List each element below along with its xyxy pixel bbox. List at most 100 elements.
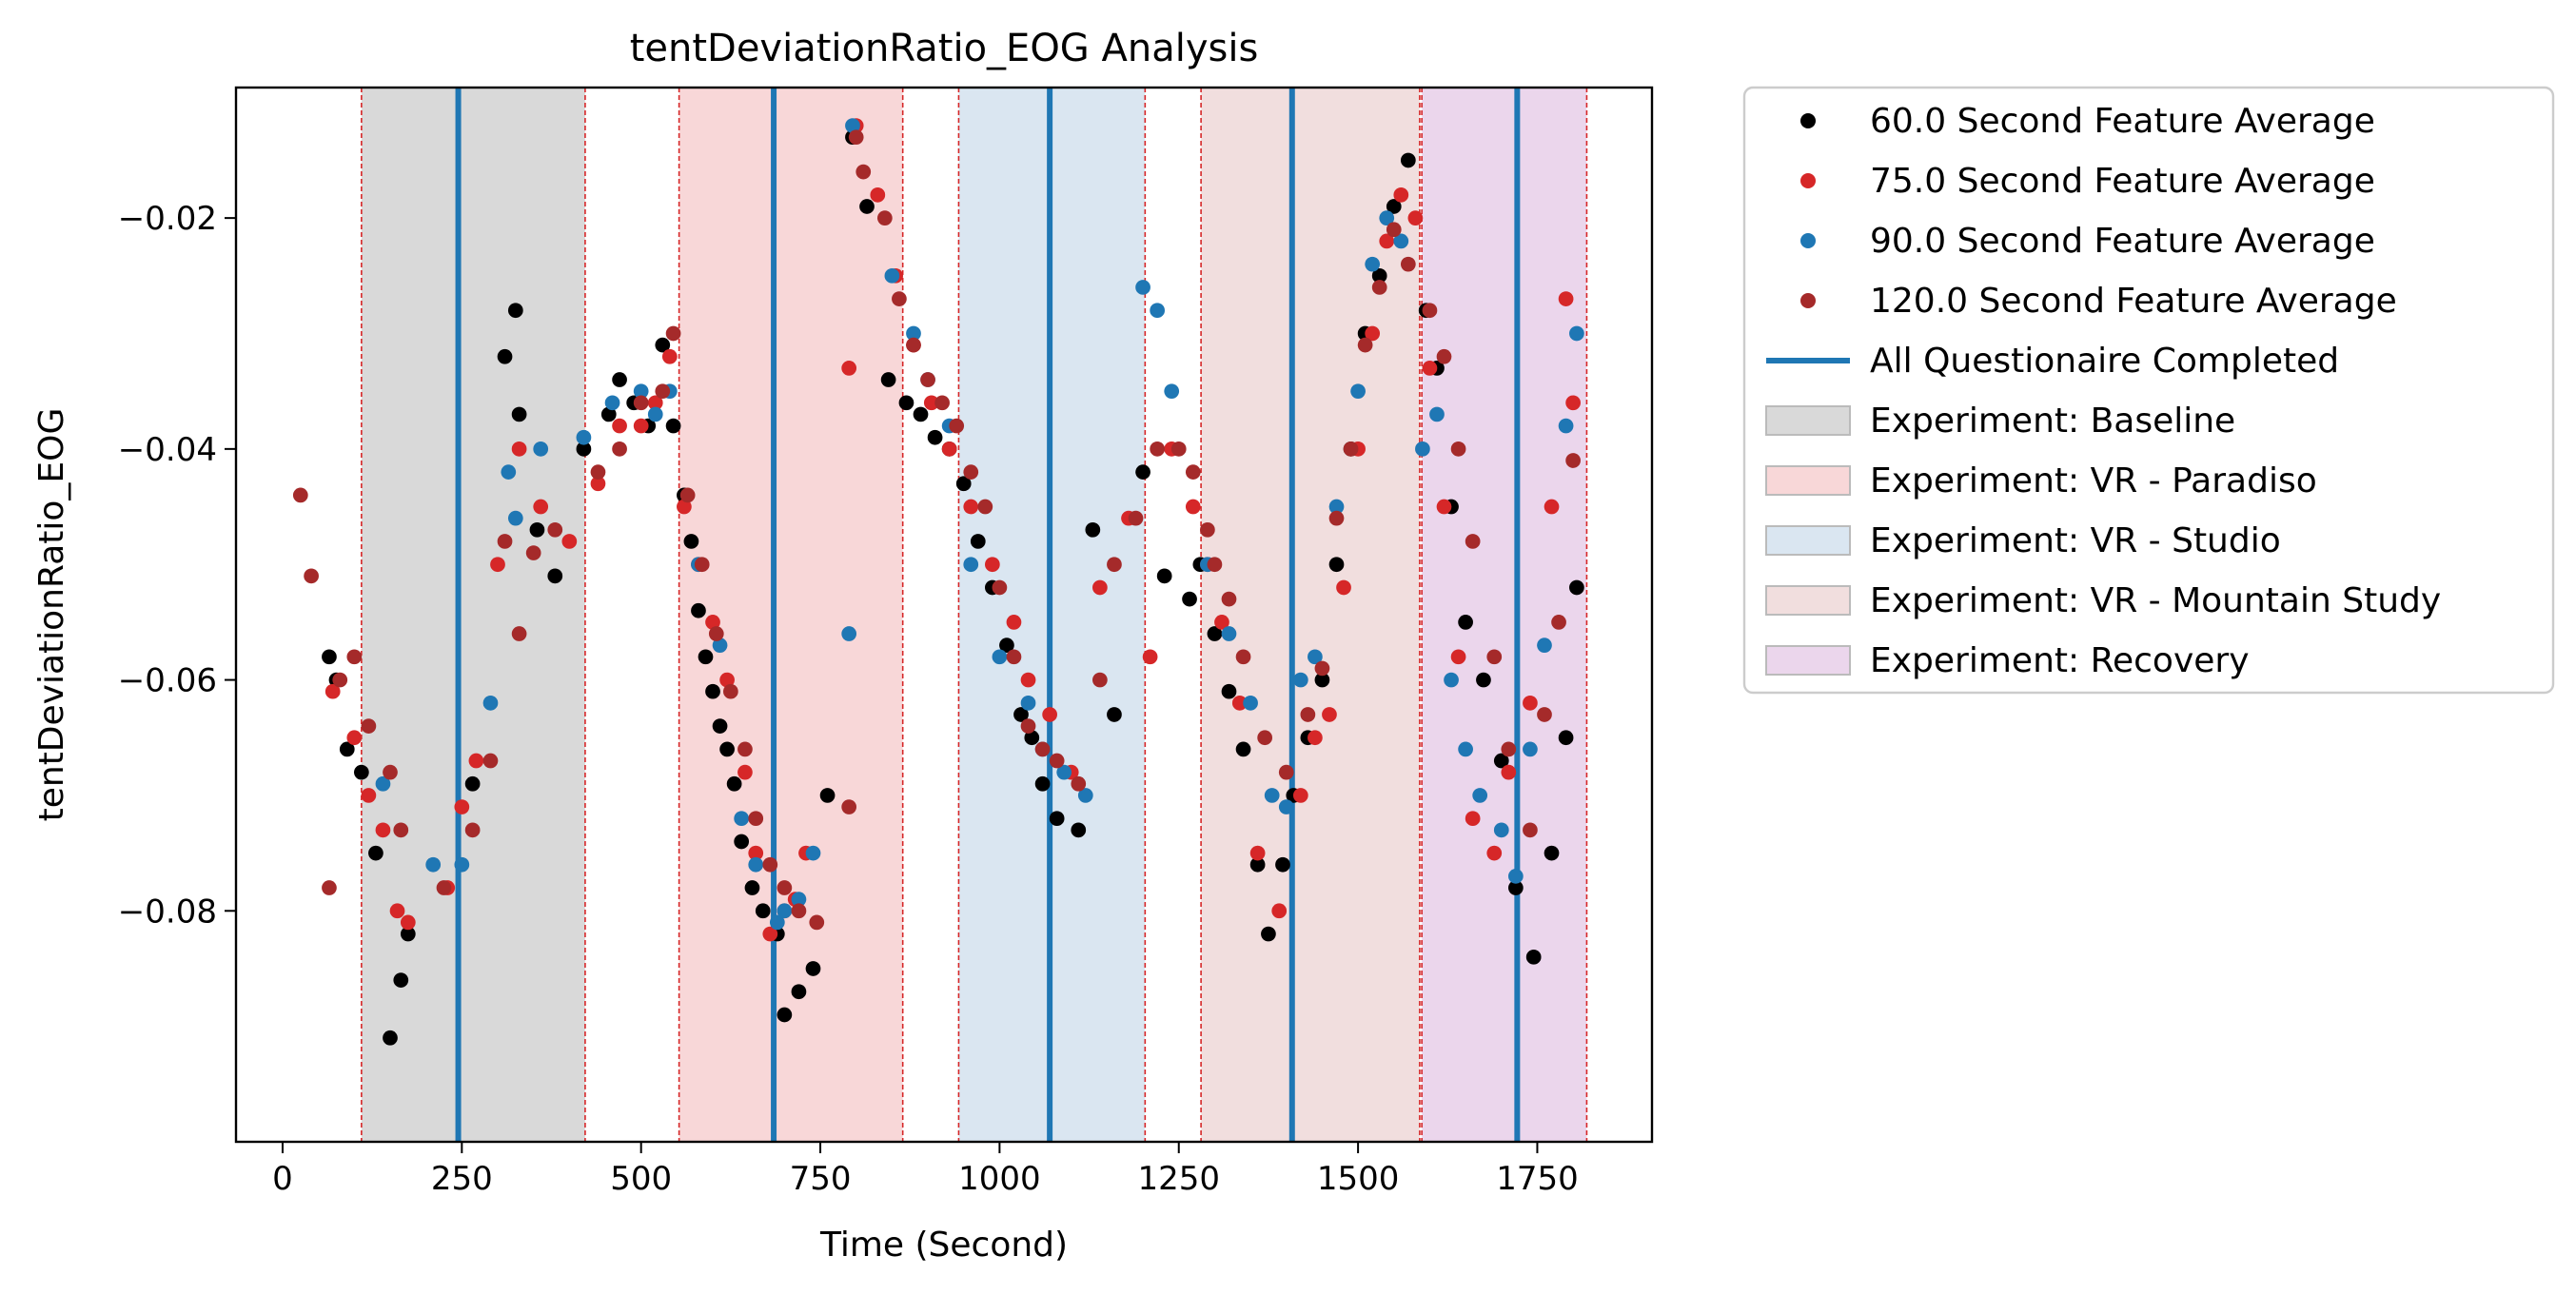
chart-title: tentDeviationRatio_EOG Analysis: [630, 27, 1259, 70]
series-2-point: [1243, 695, 1258, 711]
series-1-point: [1465, 811, 1481, 827]
series-3-point: [1207, 557, 1223, 573]
series-2-point: [841, 626, 857, 641]
x-tick-label: 250: [431, 1160, 493, 1198]
series-0-point: [1049, 811, 1065, 827]
series-0-point: [600, 406, 617, 422]
y-tick-label: −0.02: [118, 200, 217, 238]
series-3-point: [1300, 707, 1316, 722]
series-2-point: [748, 856, 764, 873]
series-2-point: [1458, 741, 1473, 757]
y-tick-label: −0.04: [118, 431, 217, 469]
series-1-point: [870, 187, 886, 203]
series-0-point: [683, 534, 699, 549]
series-0-point: [1034, 775, 1051, 792]
series-0-point: [339, 741, 355, 757]
series-1-point: [1249, 845, 1266, 861]
series-0-point: [913, 406, 929, 422]
series-3-point: [1328, 510, 1345, 526]
series-1-point: [748, 845, 764, 861]
series-0-point: [1314, 672, 1330, 688]
series-3-point: [1071, 775, 1087, 792]
series-0-point: [497, 348, 513, 364]
series-1-point: [677, 499, 692, 515]
series-3-point: [361, 718, 377, 734]
series-0-point: [1386, 199, 1402, 214]
series-3-point: [1185, 464, 1201, 480]
series-0-point: [1013, 707, 1029, 722]
series-3-point: [1357, 337, 1373, 353]
series-0-point: [400, 926, 416, 942]
series-0-point: [1182, 591, 1197, 607]
series-0-point: [383, 1030, 398, 1046]
series-2-point: [1429, 406, 1445, 422]
series-3-point: [525, 545, 541, 560]
series-3-point: [1565, 453, 1581, 468]
series-1-point: [633, 418, 649, 434]
series-2-point: [791, 892, 807, 908]
series-1-point: [375, 822, 391, 838]
series-1-point: [984, 557, 1000, 573]
x-tick-label: 750: [790, 1160, 852, 1198]
series-1-point: [1322, 707, 1337, 722]
series-0-point: [791, 984, 807, 1000]
series-0-point: [927, 429, 943, 445]
series-1-point: [737, 764, 753, 780]
series-0-point: [805, 961, 821, 976]
series-1-point: [511, 441, 527, 457]
series-1-point: [923, 395, 939, 411]
series-2-point: [507, 510, 523, 526]
series-3-point: [791, 903, 807, 919]
series-0-point: [1400, 152, 1416, 168]
series-2-point: [1444, 672, 1459, 688]
series-3-point: [393, 822, 409, 838]
series-1-point: [1501, 764, 1517, 780]
series-1-point: [1020, 672, 1036, 688]
series-0-point: [507, 303, 523, 319]
series-0-point: [898, 395, 914, 411]
series-0-point: [777, 1007, 793, 1023]
series-1-point: [1379, 233, 1395, 249]
phase-band-1: [678, 88, 903, 1142]
series-0-point: [698, 649, 714, 665]
series-1-point: [612, 418, 627, 434]
series-1-point: [1486, 845, 1503, 861]
series-3-point: [1386, 222, 1402, 238]
series-3-point: [1371, 280, 1387, 295]
series-1-point: [490, 557, 505, 573]
series-2-point: [533, 441, 549, 457]
series-3-point: [1107, 557, 1122, 573]
series-2-point: [1493, 822, 1509, 838]
series-3-point: [547, 521, 563, 538]
series-3-point: [292, 487, 308, 503]
series-2-point: [1507, 869, 1524, 884]
series-0-point: [1261, 926, 1276, 942]
series-3-point: [665, 325, 681, 342]
series-2-point: [604, 395, 620, 411]
series-0-point: [1476, 672, 1491, 688]
series-0-point: [1024, 730, 1040, 746]
series-0-point: [1085, 521, 1101, 538]
series-2-point: [482, 695, 499, 711]
series-2-point: [769, 914, 785, 931]
series-3-point: [383, 764, 398, 780]
series-1-point: [1523, 695, 1538, 711]
series-1-point: [1450, 649, 1466, 665]
series-3-point: [1170, 441, 1187, 457]
series-1-point: [941, 441, 957, 457]
series-0-point: [712, 718, 728, 734]
series-3-point: [694, 557, 710, 573]
chart-legend: 60.0 Second Feature Average 75.0 Second F…: [1742, 86, 2555, 695]
series-2-point: [1523, 741, 1538, 757]
series-2-point: [992, 649, 1008, 665]
series-3-point: [1049, 753, 1065, 769]
series-0-point: [726, 775, 742, 792]
series-2-point: [633, 383, 649, 400]
series-2-point: [425, 856, 442, 873]
x-tick-label: 1000: [958, 1160, 1041, 1198]
x-axis-label: Time (Second): [819, 1226, 1068, 1265]
series-0-point: [368, 845, 383, 861]
series-2-point: [906, 325, 921, 342]
series-3-point: [304, 568, 319, 584]
series-3-point: [876, 210, 893, 226]
